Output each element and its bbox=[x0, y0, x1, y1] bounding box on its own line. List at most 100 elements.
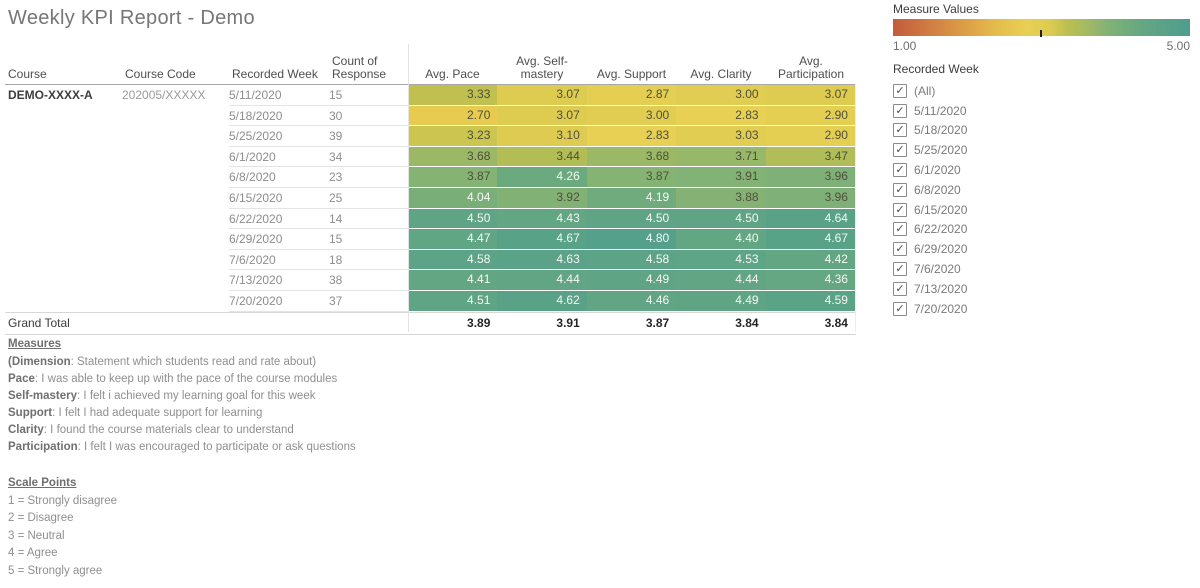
measure-value-cell: 4.80 bbox=[586, 229, 677, 250]
kpi-table: Course Course Code Recorded Week Count o… bbox=[5, 44, 856, 335]
measure-value-cell: 2.90 bbox=[765, 105, 855, 127]
measure-value-cell: 4.43 bbox=[497, 208, 587, 230]
filter-item-label: 7/20/2020 bbox=[914, 301, 968, 316]
measure-value-cell: 3.88 bbox=[676, 187, 766, 209]
course-code-cell bbox=[122, 147, 229, 168]
checkbox[interactable]: ✓ bbox=[893, 103, 907, 118]
table-body: DEMO-XXXX-A 202005/XXXXX 5/11/2020 15 3.33 3.… bbox=[5, 85, 856, 312]
measure-value-cell: 3.96 bbox=[765, 187, 855, 209]
count-of-response-cell: 15 bbox=[329, 229, 408, 250]
measure-value-cell: 4.53 bbox=[676, 249, 766, 271]
checkbox[interactable]: ✓ bbox=[893, 163, 907, 178]
measure-value-cell: 4.67 bbox=[497, 229, 587, 250]
filter-item[interactable]: ✓ (All) bbox=[893, 81, 967, 101]
checkbox[interactable]: ✓ bbox=[893, 182, 907, 197]
recorded-week-cell: 7/13/2020 bbox=[229, 270, 329, 291]
color-legend-gradient bbox=[893, 19, 1190, 37]
checkbox[interactable]: ✓ bbox=[893, 143, 907, 158]
measure-value-cell: 4.58 bbox=[586, 249, 677, 271]
checkbox[interactable]: ✓ bbox=[893, 222, 907, 237]
course-cell bbox=[5, 147, 122, 168]
measure-value-cell: 4.44 bbox=[497, 270, 587, 291]
filter-item[interactable]: ✓ 5/11/2020 bbox=[893, 101, 967, 121]
course-code-cell bbox=[122, 229, 229, 250]
filter-item[interactable]: ✓ 6/1/2020 bbox=[893, 160, 967, 180]
filter-item[interactable]: ✓ 7/6/2020 bbox=[893, 259, 967, 279]
count-of-response-cell: 15 bbox=[329, 85, 408, 106]
course-code-cell bbox=[122, 209, 229, 230]
grand-total-value: 3.87 bbox=[645, 315, 670, 330]
filter-item[interactable]: ✓ 6/8/2020 bbox=[893, 180, 967, 200]
course-cell bbox=[5, 270, 122, 291]
count-of-response-cell: 23 bbox=[329, 167, 408, 188]
checkbox[interactable]: ✓ bbox=[893, 83, 907, 98]
measure-value-cell: 3.00 bbox=[676, 85, 766, 106]
filter-item[interactable]: ✓ 5/18/2020 bbox=[893, 121, 967, 141]
course-cell bbox=[5, 167, 122, 188]
scale-point: 3 = Neutral bbox=[8, 529, 65, 542]
table-header: Course Course Code Recorded Week Count o… bbox=[5, 44, 856, 85]
filter-item-label: 6/15/2020 bbox=[914, 202, 968, 217]
course-cell bbox=[5, 291, 122, 312]
measure-value-cell: 4.51 bbox=[408, 290, 498, 312]
course-code-cell bbox=[122, 188, 229, 209]
scale-point: 2 = Disagree bbox=[8, 512, 74, 525]
measure-value-cell: 4.40 bbox=[676, 229, 766, 250]
checkbox[interactable]: ✓ bbox=[893, 301, 907, 316]
filter-item[interactable]: ✓ 7/20/2020 bbox=[893, 299, 967, 319]
filter-item[interactable]: ✓ 6/29/2020 bbox=[893, 239, 967, 259]
recorded-week-cell: 5/25/2020 bbox=[229, 126, 329, 147]
column-header-avg-clarity: Avg. Clarity bbox=[690, 67, 752, 81]
measure-value-cell: 3.68 bbox=[408, 146, 498, 168]
table-row: 6/29/2020 15 4.47 4.67 4.80 4.40 4.67 bbox=[5, 229, 856, 250]
measure-value-cell: 3.44 bbox=[497, 146, 587, 168]
checkbox[interactable]: ✓ bbox=[893, 202, 907, 217]
measure-value-cell: 4.44 bbox=[676, 270, 766, 291]
filter-item[interactable]: ✓ 5/25/2020 bbox=[893, 140, 967, 160]
course-cell: DEMO-XXXX-A bbox=[8, 88, 93, 102]
filter-item-label: 5/25/2020 bbox=[914, 143, 968, 158]
measure-value-cell: 4.58 bbox=[408, 249, 498, 271]
course-code-cell bbox=[122, 250, 229, 271]
filter-item-label: 5/18/2020 bbox=[914, 123, 968, 138]
checkbox[interactable]: ✓ bbox=[893, 242, 907, 257]
count-of-response-cell: 30 bbox=[329, 106, 408, 127]
scale-point: 1 = Strongly disagree bbox=[8, 495, 117, 507]
filter-item[interactable]: ✓ 6/15/2020 bbox=[893, 200, 967, 220]
filter-item[interactable]: ✓ 6/22/2020 bbox=[893, 220, 967, 240]
measure-value-cell: 3.91 bbox=[676, 167, 766, 188]
measure-value-cell: 3.47 bbox=[765, 146, 855, 168]
measure-value-cell: 2.90 bbox=[765, 126, 855, 147]
recorded-week-cell: 6/8/2020 bbox=[229, 167, 329, 188]
measure-value-cell: 4.46 bbox=[586, 290, 677, 312]
table-right-divider bbox=[855, 84, 856, 332]
measure-value-cell: 3.07 bbox=[497, 85, 587, 106]
measures-heading: Measures bbox=[8, 338, 62, 350]
checkbox[interactable]: ✓ bbox=[893, 123, 907, 138]
course-code-cell bbox=[122, 167, 229, 188]
scale-points-list: 1 = Strongly disagree 2 = Disagree 3 = Neu… bbox=[8, 493, 117, 580]
filter-title: Recorded Week bbox=[893, 62, 979, 76]
measure-value-cell: 3.00 bbox=[586, 105, 677, 127]
column-header-course-code: Course Code bbox=[125, 67, 196, 81]
course-cell bbox=[5, 209, 122, 230]
measure-value-cell: 3.68 bbox=[586, 146, 677, 168]
measure-value-cell: 4.50 bbox=[586, 208, 677, 230]
measures-notes: Measures (Dimension: Statement which stu… bbox=[8, 338, 356, 456]
measure-value-cell: 3.23 bbox=[408, 126, 498, 147]
column-header-avg-self-mastery: Avg. Self-mastery bbox=[516, 54, 568, 81]
grand-total-value: 3.84 bbox=[735, 315, 759, 330]
course-code-cell: 202005/XXXXX bbox=[122, 88, 206, 102]
measure-value-cell: 4.67 bbox=[765, 229, 855, 250]
filter-item[interactable]: ✓ 7/13/2020 bbox=[893, 279, 967, 299]
legend-max-label: 5.00 bbox=[1166, 39, 1190, 53]
recorded-week-cell: 6/15/2020 bbox=[229, 188, 329, 209]
filter-item-label: 7/6/2020 bbox=[914, 262, 961, 277]
checkbox[interactable]: ✓ bbox=[893, 262, 907, 277]
measure-value-cell: 4.50 bbox=[408, 208, 498, 230]
measure-value-cell: 4.49 bbox=[676, 290, 766, 312]
checkbox[interactable]: ✓ bbox=[893, 281, 907, 296]
count-of-response-cell: 18 bbox=[329, 250, 408, 271]
measure-value-cell: 3.07 bbox=[497, 105, 587, 127]
grand-total-label: Grand Total bbox=[8, 315, 70, 330]
